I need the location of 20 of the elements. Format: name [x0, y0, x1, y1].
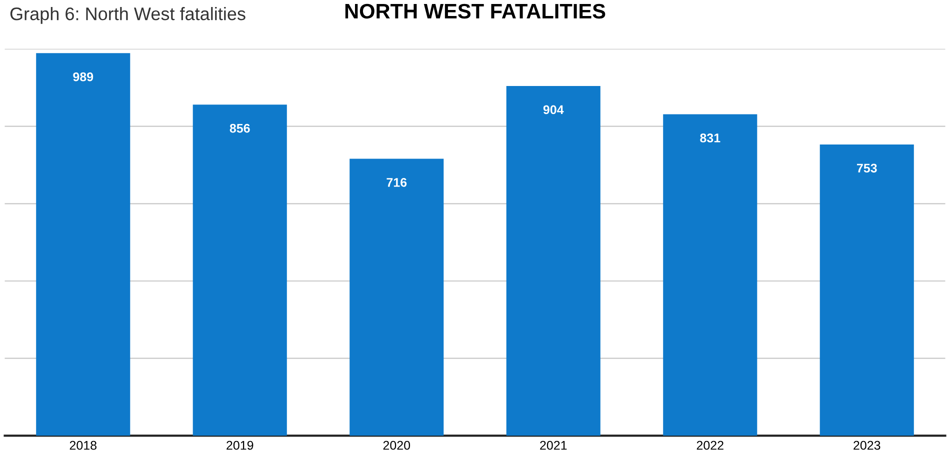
x-tick-label: 2021: [540, 440, 567, 450]
bar: [820, 144, 914, 436]
x-tick-label: 2022: [696, 440, 724, 450]
x-tick-label: 2018: [70, 440, 96, 450]
data-label: 753: [856, 164, 877, 173]
bar: [663, 114, 758, 436]
data-label: 716: [386, 178, 407, 187]
x-tick-label: 2019: [226, 440, 254, 450]
x-tick-label: 2023: [854, 440, 880, 450]
bar: [350, 158, 444, 436]
caption: Graph 6: North West fatalities: [10, 6, 246, 24]
bar: [36, 53, 130, 436]
x-tick-label: 2020: [383, 440, 410, 450]
data-label: 831: [700, 134, 720, 142]
data-label: 989: [73, 72, 94, 82]
bar: [506, 86, 600, 436]
chart-title: NORTH WEST FATALITIES: [345, 4, 606, 19]
data-label: 856: [230, 124, 250, 133]
bar: [192, 104, 287, 436]
data-label: 904: [543, 105, 564, 114]
